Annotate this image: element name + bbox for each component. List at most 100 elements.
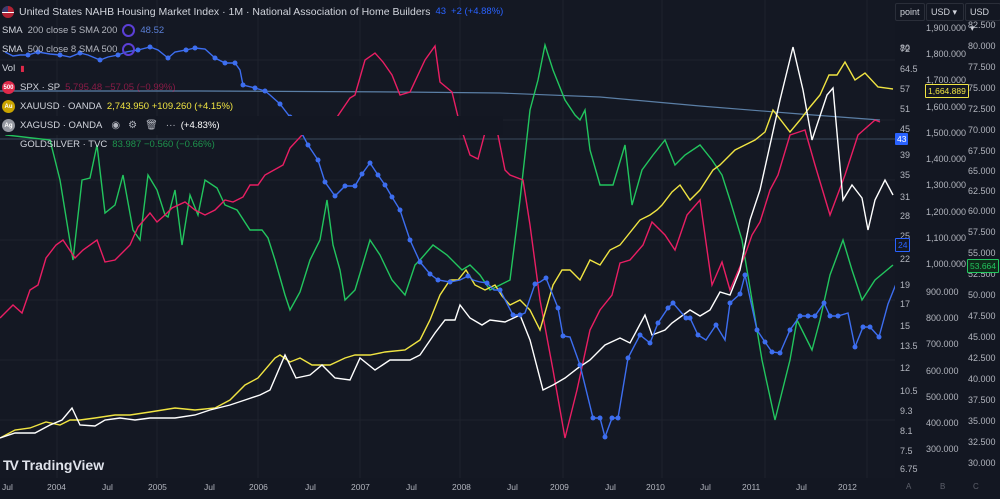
price-axis-point[interactable]: point 80 72 64.5 57 51 45 39 35 31 28 25… xyxy=(895,0,925,478)
time-tick: 2006 xyxy=(249,482,268,492)
axis-tick: 700.000 xyxy=(926,339,959,349)
axis-tick: 1,200.000 xyxy=(926,207,967,217)
time-tick: 2012 xyxy=(838,482,857,492)
symbol-values: (+4.83%) xyxy=(180,119,220,131)
legend-symbol-spx[interactable]: 500 SPX · SP 5,795.48 −57.05 (−0.99%) xyxy=(2,78,503,97)
axis-tick: 39 xyxy=(900,150,911,160)
tradingview-mark-icon: TV xyxy=(3,457,19,473)
trash-icon[interactable]: 🗑 xyxy=(145,119,158,131)
chevron-down-icon: ▾ xyxy=(952,7,958,17)
indicator-vol[interactable]: Vol ▮ xyxy=(2,59,503,78)
axis-b-button[interactable]: B xyxy=(940,482,946,491)
axis-unit-point[interactable]: point xyxy=(895,3,925,21)
axis-tick: 22 xyxy=(900,254,911,264)
axis-tick: 1,600.000 xyxy=(926,102,967,112)
price-axis-usd-gold[interactable]: USD ▾ 1,900.000 1,800.000 1,700.000 1,60… xyxy=(923,0,969,478)
axis-unit-label: USD xyxy=(970,7,990,17)
indicator-sma-200[interactable]: SMA 200 close 5 SMA 200 48.52 xyxy=(2,21,503,40)
axis-tick: 30.000 xyxy=(968,458,996,468)
axis-tick: 37.500 xyxy=(968,395,996,405)
axis-a-button[interactable]: A xyxy=(906,482,912,491)
us-flag-icon xyxy=(2,5,14,18)
chart-title: United States NAHB Housing Market Index … xyxy=(19,5,431,18)
time-tick: Jul xyxy=(507,482,518,492)
axis-tick: 57 xyxy=(900,84,911,94)
more-icon[interactable]: ··· xyxy=(165,119,176,131)
axis-tick: 47.500 xyxy=(968,311,996,321)
legend-symbol-goldsilver[interactable]: GOLDSILVER · TVC 83.987 −0.560 (−0.66%) xyxy=(2,135,503,154)
legend-symbol-xagusd[interactable]: Ag XAGUSD · OANDA ◉ ⚙ 🗑 ··· (+4.83%) xyxy=(2,116,504,135)
legend-main-series[interactable]: United States NAHB Housing Market Index … xyxy=(2,2,503,21)
goldsilver-line xyxy=(3,42,894,421)
axis-tick: 75.000 xyxy=(968,83,996,93)
time-tick: Jul xyxy=(305,482,316,492)
time-tick: Jul xyxy=(406,482,417,492)
indicator-color-icon xyxy=(122,24,136,37)
axis-tick: 1,500.000 xyxy=(926,128,967,138)
axis-unit-label: USD xyxy=(931,7,951,17)
time-tick: Jul xyxy=(102,482,113,492)
silver-line xyxy=(0,46,894,439)
axis-tick: 12 xyxy=(900,363,911,373)
change-value: +2 (+4.88%) xyxy=(451,5,504,17)
indicator-value: 48.52 xyxy=(140,24,165,36)
axis-tick: 31 xyxy=(900,192,911,202)
indicator-label: SMA xyxy=(2,43,23,55)
axis-tick: 57.500 xyxy=(968,227,996,237)
last-value: 43 xyxy=(435,5,447,17)
axis-tick: 15 xyxy=(900,321,911,331)
axis-tick: 80 xyxy=(900,43,911,53)
nahb-line xyxy=(4,46,895,440)
spx-logo-icon: 500 xyxy=(2,81,15,94)
axis-tick: 77.500 xyxy=(968,62,996,72)
axis-unit-usd-ratio[interactable]: USD ▾ xyxy=(965,3,1000,33)
chart-area[interactable]: United States NAHB Housing Market Index … xyxy=(0,0,895,478)
indicator-params: 500 close 8 SMA 500 xyxy=(27,43,118,55)
gold-line xyxy=(0,60,894,439)
ratio-price-tag: 53.664 xyxy=(967,259,999,273)
axis-tick: 7.5 xyxy=(900,446,913,456)
axis-c-button[interactable]: C xyxy=(973,482,979,491)
time-tick: 2010 xyxy=(646,482,665,492)
tradingview-logo[interactable]: TV TradingView xyxy=(3,457,104,473)
axis-tick: 50.000 xyxy=(968,290,996,300)
indicator-color-icon xyxy=(122,43,136,56)
indicator-sma-500[interactable]: SMA 500 close 8 SMA 500 xyxy=(2,40,503,59)
time-tick: Jul xyxy=(700,482,711,492)
axis-tick: 64.5 xyxy=(900,64,918,74)
symbol-name: XAGUSD · OANDA xyxy=(20,119,103,131)
symbol-values: 83.987 −0.560 (−0.66%) xyxy=(112,138,215,150)
axis-unit-usd-gold[interactable]: USD ▾ xyxy=(926,3,964,21)
time-tick: 2005 xyxy=(148,482,167,492)
symbol-values: 2,743.950 +109.260 (+4.15%) xyxy=(106,100,234,112)
axis-tick: 42.500 xyxy=(968,353,996,363)
settings-icon[interactable]: ⚙ xyxy=(128,119,138,131)
axis-tick: 51 xyxy=(900,104,911,114)
tradingview-wordmark: TradingView xyxy=(21,457,105,473)
symbol-name: GOLDSILVER · TVC xyxy=(20,138,108,150)
axis-tick: 70.000 xyxy=(968,125,996,135)
axis-tick: 19 xyxy=(900,280,911,290)
price-axis-usd-ratio[interactable]: USD ▾ 82.500 80.000 77.500 75.000 72.500… xyxy=(965,0,1000,478)
silver-logo-icon: Ag xyxy=(2,119,15,132)
gold-logo-icon: Au xyxy=(2,100,15,113)
time-tick: 2007 xyxy=(351,482,370,492)
time-axis[interactable]: Jul 2004 Jul 2005 Jul 2006 Jul 2007 Jul … xyxy=(0,478,1000,499)
chart-plot[interactable] xyxy=(0,0,895,478)
legend-symbol-xauusd[interactable]: Au XAUUSD · OANDA 2,743.950 +109.260 (+4… xyxy=(2,97,503,116)
axis-tick: 72.500 xyxy=(968,104,996,114)
time-tick: 2009 xyxy=(550,482,569,492)
time-tick: 2011 xyxy=(742,482,761,492)
axis-tick: 60.000 xyxy=(968,206,996,216)
axis-tick: 8.1 xyxy=(900,426,913,436)
axis-tick: 62.500 xyxy=(968,186,996,196)
eye-icon[interactable]: ◉ xyxy=(111,119,121,131)
symbol-values: 5,795.48 −57.05 (−0.99%) xyxy=(65,81,176,93)
axis-tick: 35 xyxy=(900,170,911,180)
axis-tick: 400.000 xyxy=(926,418,959,428)
axis-tick: 67.500 xyxy=(968,146,996,156)
sma-200-line xyxy=(0,90,881,121)
axis-tick: 28 xyxy=(900,211,911,221)
axis-tick: 6.75 xyxy=(900,464,918,474)
axis-tick: 1,700.000 xyxy=(926,75,967,85)
